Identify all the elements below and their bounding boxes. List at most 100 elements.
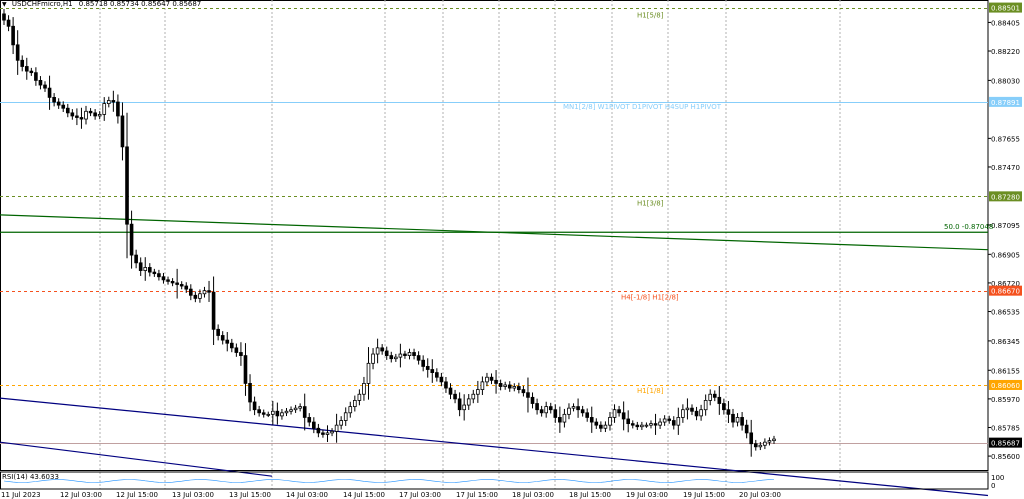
candle-body xyxy=(111,100,116,103)
candle-body xyxy=(608,417,612,426)
candle xyxy=(380,344,384,355)
candle-body xyxy=(2,13,6,21)
candle xyxy=(703,394,708,416)
candle xyxy=(498,379,503,391)
candle xyxy=(621,401,626,431)
time-axis-label: 12 Jul 15:00 xyxy=(116,491,158,499)
candle xyxy=(439,372,444,387)
triangle-down-icon[interactable]: ▼ xyxy=(2,1,7,8)
price-tick-label: 0.86535 xyxy=(991,309,1020,317)
candle-body xyxy=(503,384,507,387)
candle-body xyxy=(530,396,535,404)
level-labels: H1[5/8] MN1[2/8] W1PIVOT D1PIVOT H4SUP H1… xyxy=(563,12,993,395)
candle-body xyxy=(384,350,389,356)
candle xyxy=(166,276,170,285)
candle xyxy=(116,94,120,124)
candle-body xyxy=(512,386,517,389)
candle xyxy=(594,418,599,429)
candle xyxy=(635,421,640,430)
price-badge xyxy=(989,437,1022,448)
candle xyxy=(152,268,157,277)
candle xyxy=(111,90,116,112)
candle xyxy=(576,398,580,418)
candle xyxy=(548,402,553,414)
time-axis-label: 19 Jul 03:00 xyxy=(626,491,668,499)
candle-body xyxy=(229,342,234,349)
candle xyxy=(512,383,517,392)
candle-body xyxy=(753,443,758,448)
candle-body xyxy=(489,376,494,381)
candle-body xyxy=(97,114,102,117)
candle xyxy=(325,425,330,443)
candle xyxy=(521,385,526,397)
candle-body xyxy=(398,353,403,358)
candle-body xyxy=(330,430,334,434)
candle-body xyxy=(302,406,307,418)
candle-body xyxy=(375,347,380,355)
price-tick-label: 0.87095 xyxy=(991,222,1020,230)
candle xyxy=(412,348,416,360)
candle-body xyxy=(517,386,521,391)
candle xyxy=(157,269,161,281)
candle xyxy=(239,342,243,366)
candle-body xyxy=(243,355,248,384)
candle xyxy=(389,351,394,363)
price-tick-label: 0.85600 xyxy=(991,453,1020,461)
candle-body xyxy=(485,376,489,383)
candle xyxy=(316,423,321,438)
candle-body xyxy=(239,352,243,356)
candle-body xyxy=(211,291,216,330)
candle xyxy=(15,30,20,75)
time-axis-label: 17 Jul 15:00 xyxy=(456,491,498,499)
candle-body xyxy=(539,409,544,414)
candle-body xyxy=(334,424,339,432)
candle xyxy=(448,383,453,400)
level-label: 50.0 -0.87048 xyxy=(944,223,993,231)
candle xyxy=(526,377,530,413)
candle xyxy=(712,390,717,402)
candle-body xyxy=(93,112,97,117)
candle-body xyxy=(316,427,321,434)
candle-body xyxy=(580,409,585,414)
candle-body xyxy=(380,347,384,352)
candle xyxy=(640,421,644,430)
candle-body xyxy=(471,393,476,400)
candle-body xyxy=(343,412,348,421)
candle-body xyxy=(65,107,70,114)
candle xyxy=(767,437,772,446)
candle xyxy=(289,406,293,415)
candle xyxy=(307,413,312,427)
price-badge-label: 0.87280 xyxy=(991,193,1020,201)
candle-body xyxy=(248,383,252,403)
candle xyxy=(298,403,302,412)
candle-body xyxy=(457,398,462,411)
price-tick-label: 0.87655 xyxy=(991,135,1020,143)
candle-body xyxy=(20,59,25,67)
candle xyxy=(75,108,79,126)
candle xyxy=(229,338,234,353)
candle xyxy=(726,401,731,423)
candle xyxy=(553,404,558,423)
candle-body xyxy=(207,290,211,293)
candle-body xyxy=(234,347,239,353)
candle xyxy=(38,76,43,90)
candle xyxy=(644,422,649,428)
price-levels xyxy=(0,8,988,444)
candle xyxy=(699,404,703,421)
candle-body xyxy=(562,413,567,423)
time-axis-label: 18 Jul 15:00 xyxy=(569,491,611,499)
candle-body xyxy=(603,424,608,429)
price-badge-label: 0.86060 xyxy=(991,382,1020,390)
candle xyxy=(649,420,653,429)
level-label: H1[3/8] xyxy=(637,199,664,207)
candle-body xyxy=(220,335,225,341)
candle xyxy=(398,343,403,368)
candle xyxy=(225,332,230,352)
candle-body xyxy=(52,97,56,103)
candle-body xyxy=(325,432,330,435)
candle xyxy=(503,381,507,390)
candle xyxy=(284,408,289,417)
candle-body xyxy=(284,410,289,414)
candle xyxy=(517,382,521,394)
